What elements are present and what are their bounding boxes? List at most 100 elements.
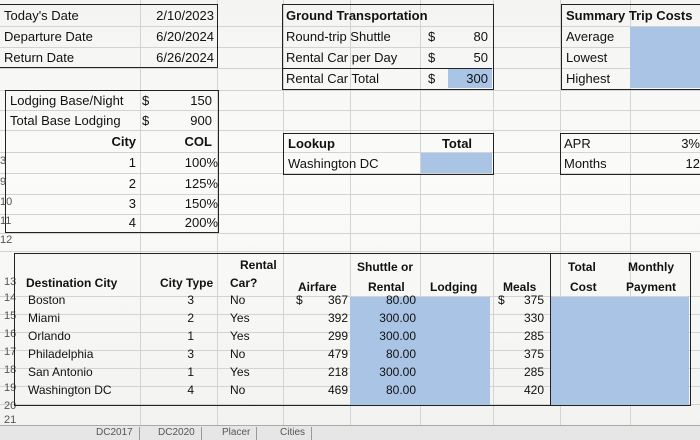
lookup-total-label: Total	[441, 136, 473, 151]
col-row-value[interactable]: 100%	[184, 155, 218, 170]
row-meals[interactable]: 285	[523, 329, 544, 343]
return-date-value[interactable]: 6/26/2024	[156, 50, 214, 65]
divider	[283, 68, 492, 69]
row-airfare[interactable]: 479	[327, 347, 348, 361]
row-destination-city[interactable]: Philadelphia	[28, 347, 94, 361]
col-row-value[interactable]: 200%	[184, 215, 218, 230]
rental-total-value[interactable]: 300	[466, 71, 488, 86]
row-city-type[interactable]: 1	[187, 329, 194, 343]
sheet-tab-bar: DC2017 DC2020 Placer Cities	[0, 425, 700, 440]
header-rental: Rental	[240, 258, 277, 272]
col-row-value[interactable]: 150%	[184, 196, 218, 211]
row-meals-currency: $	[498, 293, 505, 307]
row-number: 12	[0, 234, 13, 246]
row-meals[interactable]: 330	[523, 311, 544, 325]
total-monthly-fill	[551, 297, 689, 405]
todays-date-value[interactable]: 2/10/2023	[156, 8, 214, 23]
lookup-label: Lookup	[288, 136, 335, 151]
shuttle-value[interactable]: 80	[473, 29, 488, 44]
row-rental-car[interactable]: No	[230, 347, 246, 361]
departure-date-value[interactable]: 6/20/2024	[156, 29, 214, 44]
sheet-tab[interactable]: Placer	[216, 427, 258, 440]
header-shuttle-rental: Rental	[368, 280, 405, 294]
lookup-city-input[interactable]: Washington DC	[288, 156, 379, 171]
col-row-city[interactable]: 3	[128, 196, 136, 211]
col-city-header: City	[111, 134, 136, 149]
col-row-city[interactable]: 1	[128, 155, 136, 170]
shuttle-label: Round-trip Shuttle	[286, 29, 391, 44]
gridline	[630, 0, 631, 425]
row-destination-city[interactable]: Miami	[28, 311, 60, 325]
row-shuttle-rental[interactable]: 300.00	[379, 329, 416, 343]
row-rental-car[interactable]: No	[230, 383, 246, 397]
header-cost: Cost	[570, 280, 597, 294]
sheet-tab[interactable]: DC2020	[152, 427, 202, 440]
header-payment: Payment	[626, 280, 677, 294]
header-meals: Meals	[503, 280, 537, 294]
row-city-type[interactable]: 1	[187, 365, 194, 379]
ground-transportation-box	[282, 4, 494, 90]
row-airfare[interactable]: 367	[327, 293, 348, 307]
row-meals[interactable]: 420	[523, 383, 544, 397]
row-destination-city[interactable]: Orlando	[28, 329, 71, 343]
header-lodging: Lodging	[430, 280, 478, 294]
row-city-type[interactable]: 4	[187, 383, 194, 397]
row-number: 10	[0, 196, 13, 208]
row-destination-city[interactable]: Washington DC	[28, 383, 112, 397]
divider	[550, 253, 551, 405]
row-airfare[interactable]: 469	[327, 383, 348, 397]
row-number: 18	[4, 364, 17, 376]
row-shuttle-rental[interactable]: 80.00	[385, 347, 416, 361]
rental-per-day-value[interactable]: 50	[473, 50, 488, 65]
rental-total-currency: $	[428, 71, 436, 86]
header-rental-car: Car?	[230, 276, 258, 290]
shuttle-lodging-fill	[350, 297, 490, 405]
lodging-base-value[interactable]: 150	[190, 93, 212, 108]
row-city-type[interactable]: 3	[187, 293, 194, 307]
header-total: Total	[568, 260, 596, 274]
header-monthly: Monthly	[628, 260, 674, 274]
apr-label: APR	[564, 136, 591, 151]
todays-date-label: Today's Date	[4, 8, 79, 23]
lodging-total-value[interactable]: 900	[190, 113, 212, 128]
rental-per-day-currency: $	[428, 50, 436, 65]
row-destination-city[interactable]: Boston	[28, 293, 66, 307]
sheet-tab[interactable]: DC2017	[90, 427, 140, 440]
apr-value[interactable]: 3%	[681, 136, 700, 151]
rental-total-label: Rental Car Total	[286, 71, 379, 86]
row-rental-car[interactable]: No	[230, 293, 246, 307]
row-airfare-currency: $	[296, 293, 303, 307]
row-meals[interactable]: 375	[523, 347, 544, 361]
dates-box	[0, 4, 218, 68]
row-airfare[interactable]: 218	[327, 365, 348, 379]
lodging-total-label: Total Base Lodging	[10, 113, 121, 128]
row-city-type[interactable]: 3	[187, 347, 194, 361]
rental-total-fill	[448, 69, 492, 88]
row-airfare[interactable]: 299	[327, 329, 348, 343]
row-number: 21	[4, 414, 17, 426]
gridline	[350, 0, 351, 425]
row-rental-car[interactable]: Yes	[230, 365, 250, 379]
row-rental-car[interactable]: Yes	[230, 329, 250, 343]
sheet-tab[interactable]: Cities	[274, 427, 313, 440]
col-row-city[interactable]: 2	[128, 176, 136, 191]
row-city-type[interactable]: 2	[187, 311, 194, 325]
row-destination-city[interactable]: San Antonio	[28, 365, 93, 379]
row-rental-car[interactable]: Yes	[230, 311, 250, 325]
months-value[interactable]: 12	[685, 156, 700, 171]
row-number: 14	[4, 292, 17, 304]
col-row-value[interactable]: 125%	[184, 176, 218, 191]
lodging-base-label: Lodging Base/Night	[10, 93, 124, 108]
header-city-type: City Type	[160, 276, 214, 290]
row-shuttle-rental[interactable]: 80.00	[385, 293, 416, 307]
row-meals[interactable]: 375	[523, 293, 544, 307]
row-shuttle-rental[interactable]: 300.00	[379, 311, 416, 325]
col-row-city[interactable]: 4	[128, 215, 136, 230]
row-number: 15	[4, 310, 17, 322]
row-meals[interactable]: 285	[523, 365, 544, 379]
row-airfare[interactable]: 392	[327, 311, 348, 325]
row-shuttle-rental[interactable]: 300.00	[379, 365, 416, 379]
row-shuttle-rental[interactable]: 80.00	[385, 383, 416, 397]
lodging-total-currency: $	[142, 113, 150, 128]
